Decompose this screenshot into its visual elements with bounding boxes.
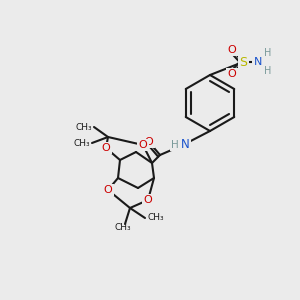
Text: CH₃: CH₃ <box>75 122 92 131</box>
Text: O: O <box>145 137 153 147</box>
Text: O: O <box>102 143 110 153</box>
Text: O: O <box>139 140 147 150</box>
Text: S: S <box>239 56 247 68</box>
Text: N: N <box>181 139 189 152</box>
Text: CH₃: CH₃ <box>147 214 164 223</box>
Text: O: O <box>228 69 236 79</box>
Text: H: H <box>171 140 179 150</box>
Text: N: N <box>254 57 262 67</box>
Text: O: O <box>144 195 152 205</box>
Text: H: H <box>264 48 272 58</box>
Text: O: O <box>103 185 112 195</box>
Text: CH₃: CH₃ <box>115 224 131 232</box>
Text: H: H <box>264 66 272 76</box>
Text: O: O <box>228 45 236 55</box>
Text: CH₃: CH₃ <box>74 139 90 148</box>
